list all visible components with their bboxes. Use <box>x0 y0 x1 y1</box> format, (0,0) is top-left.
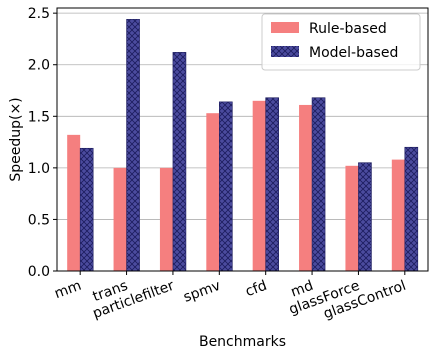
bar-model-based-glasscontrol <box>404 146 419 272</box>
bar-model-based-cfd <box>265 97 279 272</box>
bar-model-based-spmv <box>219 101 233 272</box>
bar-model-based-md <box>311 97 326 272</box>
y-tick-label: 2.5 <box>28 6 50 22</box>
x-tick-label: md <box>289 278 316 301</box>
y-axis-label: Speedup(×) <box>8 97 24 181</box>
y-tick-label: 1.5 <box>28 109 50 125</box>
legend-swatch-rule-based <box>271 22 299 33</box>
bar-rule-based-mm <box>67 134 81 271</box>
bar-model-based-particlefilter <box>172 52 187 272</box>
bars-layer <box>67 19 419 272</box>
bar-model-based-trans <box>126 19 140 272</box>
plot-frame <box>56 7 429 272</box>
x-axis-label: Benchmarks <box>199 334 286 350</box>
bar-rule-based-particlefilter <box>159 167 173 271</box>
legend: Rule-based Model-based <box>261 13 421 71</box>
y-tick-label: 0.5 <box>28 212 50 228</box>
y-tick-label: 0.0 <box>28 264 50 280</box>
bar-rule-based-spmv <box>206 113 220 271</box>
y-tick-label: 1.0 <box>28 161 50 177</box>
x-tick-label: cfd <box>243 278 269 300</box>
y-tick-label: 2.0 <box>28 58 50 74</box>
legend-label-rule-based: Rule-based <box>309 21 387 37</box>
legend-box <box>261 13 421 71</box>
x-tick-label: spmv <box>181 278 222 306</box>
bar-rule-based-cfd <box>252 100 266 271</box>
bar-model-based-mm <box>79 147 94 272</box>
bar-rule-based-md <box>299 104 313 271</box>
bar-rule-based-trans <box>113 167 127 271</box>
bar-model-based-glassforce <box>358 162 372 272</box>
bar-rule-based-glasscontrol <box>391 159 405 271</box>
x-tick-label: mm <box>52 278 83 302</box>
legend-swatch-model-based <box>271 46 299 57</box>
legend-label-model-based: Model-based <box>309 45 398 61</box>
bar-rule-based-glassforce <box>345 165 359 271</box>
